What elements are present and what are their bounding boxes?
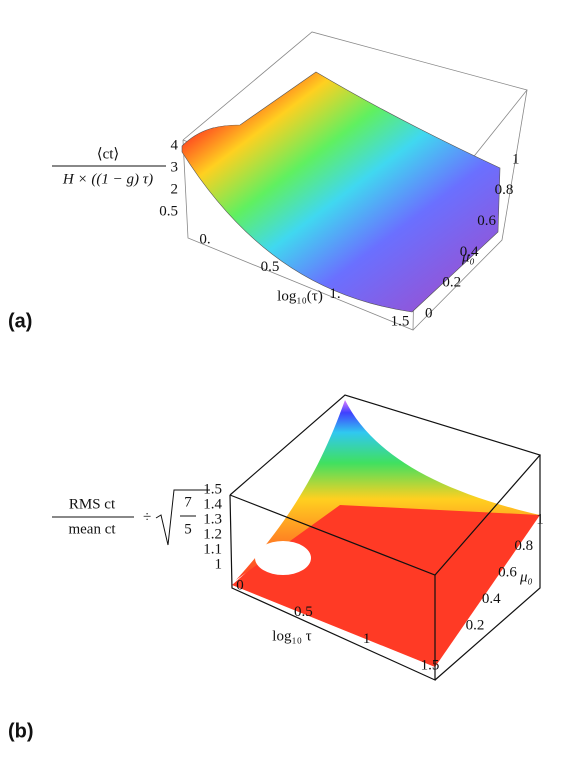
tick-label: 0.2 (442, 275, 461, 291)
tick-label: 0.5 (294, 604, 313, 620)
tick-label: 1.5 (203, 481, 222, 497)
z-label-denominator: H × ((1 − g) τ) (62, 171, 153, 187)
root-numerator: 7 (184, 494, 192, 510)
panel-a: (a) ⟨ct⟩ H × ((1 − g) τ) log₁₀(τ) μ₀ 4 3 2… (8, 31, 528, 332)
tick-label: 0.8 (495, 182, 514, 198)
tick-label: 1.3 (203, 511, 222, 527)
tick-label: 1.2 (203, 526, 222, 542)
tick-label: 1 (512, 151, 520, 167)
x-label: log₁₀ τ (272, 628, 311, 644)
panel-label: (a) (8, 310, 32, 332)
x-label: log₁₀(τ) (277, 288, 323, 304)
z-label-numerator: RMS ct (69, 496, 116, 512)
z-label-numerator: ⟨ct⟩ (97, 146, 120, 162)
tick-label: 0.4 (460, 244, 479, 260)
surface (236, 400, 540, 580)
surface (181, 71, 501, 313)
box-edge (229, 494, 436, 681)
tick-label: 2 (171, 181, 179, 197)
tick-label: 0.2 (466, 617, 485, 633)
tick-label: 1.5 (421, 657, 440, 673)
radical (155, 489, 210, 546)
box-edge (412, 89, 528, 331)
tick-label: 0.4 (482, 591, 501, 607)
tick-label: 1 (363, 631, 371, 647)
tick-label: 0.5 (261, 259, 280, 275)
tick-label: 1.1 (203, 541, 222, 557)
tick-label: 0 (425, 305, 433, 321)
box-edge (434, 455, 541, 681)
tick-label: 0. (199, 231, 210, 247)
y-label: μ₀ (519, 569, 533, 585)
tick-label: 0 (236, 577, 244, 593)
panel-label: (b) (8, 720, 34, 742)
y-label: μ₀ (461, 249, 475, 265)
tick-label: 0.6 (477, 213, 496, 229)
tick-label: 0.6 (498, 564, 517, 580)
z-label-denominator: mean ct (68, 521, 116, 537)
tick-label: 0.8 (514, 538, 533, 554)
surface-hole (255, 541, 311, 575)
tick-label: 1 (215, 556, 223, 572)
surface-floor (232, 490, 540, 667)
tick-label: 0.5 (159, 203, 178, 219)
z-label-operator: ÷ (143, 509, 151, 525)
root-denominator: 5 (184, 521, 192, 537)
tick-label: 3 (171, 159, 179, 175)
tick-label: 1.5 (391, 313, 410, 329)
panel-b: (b) RMS ct mean ct ÷ 7 5 log₁₀ τ μ₀ 1.51… (8, 394, 544, 742)
tick-label: 1 (536, 511, 544, 527)
tick-label: 1. (329, 286, 340, 302)
tick-label: 4 (171, 137, 179, 153)
tick-label: 1.4 (203, 496, 222, 512)
